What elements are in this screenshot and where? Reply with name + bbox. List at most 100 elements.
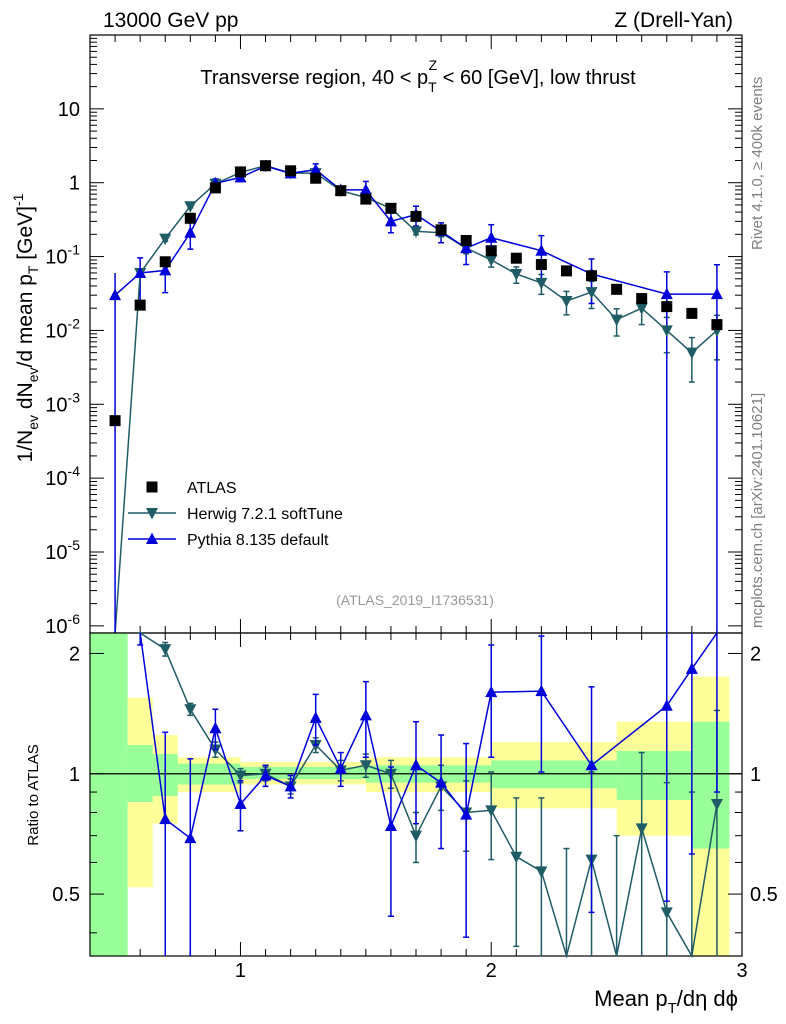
herwig-point [184, 201, 197, 213]
ratio-y-tick-label: 2 [69, 643, 80, 665]
herwig-point [485, 254, 498, 267]
herwig-ratio-point [359, 760, 372, 772]
atlas-point [134, 299, 146, 311]
legend-marker-herwig [146, 508, 158, 520]
legend-label: Pythia 8.135 default [187, 532, 329, 549]
pythia-ratio-point [410, 758, 422, 771]
pythia-ratio-point [159, 812, 172, 825]
atlas-point [209, 182, 221, 194]
ratio-y-tick-label-right: 0.5 [750, 884, 778, 906]
legend-label: Herwig 7.2.1 softTune [187, 506, 343, 523]
pythia-point [184, 226, 197, 238]
ratio-frame [89, 632, 743, 957]
x-tick-label: 3 [736, 960, 747, 982]
herwig-point [660, 325, 673, 337]
ratio-band-inner [616, 751, 692, 800]
ratio-band-inner [90, 633, 128, 956]
ratio-y-tick-label-right: 1 [750, 764, 761, 786]
header-right: Z (Drell-Yan) [614, 9, 733, 32]
pythia-point [710, 287, 723, 300]
pythia-ratio-point [309, 711, 322, 723]
pythia-ratio-point [660, 699, 673, 711]
pythia-ratio-point [184, 831, 197, 844]
ratio-y-tick-label: 0.5 [52, 884, 80, 906]
pythia-ratio-point [685, 662, 698, 674]
herwig-point [159, 233, 172, 246]
x-tick-label: 1 [235, 960, 246, 982]
herwig-point [685, 347, 698, 360]
pythia-ratio-point [234, 797, 247, 810]
mcplots-text: mcplots.cern.ch [arXiv:2401.10621] [749, 393, 766, 628]
herwig-ratio-point [660, 907, 673, 919]
pythia-ratio-point [435, 776, 448, 788]
herwig-point [535, 277, 548, 290]
svg-text:1/Nev dNev/d mean pT [GeV]-1: 1/Nev dNev/d mean pT [GeV]-1 [10, 193, 41, 462]
pythia-point [309, 163, 322, 175]
herwig-ratio-point [159, 644, 172, 656]
atlas-point [510, 252, 522, 264]
y-axis-label: 1/Nev dNev/d mean pT [GeV]-1 [10, 193, 41, 462]
herwig-point [560, 296, 573, 308]
ratio-y-tick-label: 1 [69, 764, 80, 786]
pythia-line [114, 165, 717, 296]
herwig-point [610, 314, 623, 327]
atlas-point [360, 193, 372, 205]
herwig-ratio-point [635, 823, 648, 835]
pythia-point [660, 287, 673, 300]
atlas-point [184, 212, 196, 224]
atlas-point [310, 172, 322, 184]
legend: ATLAS Herwig 7.2.1 softTune Pythia 8.135 d… [128, 480, 343, 549]
pythia-ratio-point [585, 758, 598, 771]
pythia-point [535, 244, 548, 256]
ratio-panel: 1 2 3 0.5 0.5 1 1 2 2 [52, 632, 778, 982]
pythia-point [384, 214, 397, 227]
atlas-point [234, 166, 246, 178]
atlas-point [109, 415, 121, 427]
pythia-ratio-point [334, 762, 347, 774]
pythia-ratio-point [209, 721, 222, 734]
ratio-y-tick-label-right: 2 [750, 643, 761, 665]
herwig-point [585, 287, 598, 299]
y-tick-label: 10-6 [45, 611, 80, 638]
pythia-point [109, 288, 122, 301]
legend-marker-atlas [146, 481, 158, 493]
atlas-point [460, 235, 472, 247]
herwig-ratio-point [184, 704, 197, 716]
herwig-point [410, 226, 422, 238]
x-tick-label: 2 [486, 960, 497, 982]
analysis-id: (ATLAS_2019_I1736531) [336, 592, 494, 608]
atlas-point [410, 210, 422, 222]
atlas-point [560, 265, 572, 277]
pythia-point [359, 183, 372, 195]
plot-title: Transverse region, 40 < pTZ < 60 [GeV], … [200, 57, 636, 95]
atlas-point [485, 245, 497, 257]
y-tick-label: 10-4 [45, 463, 80, 490]
main-panel: 10-6 10-5 10-4 10-3 10-2 10-1 1 10 [45, 34, 743, 956]
y-tick-label: 10-2 [45, 315, 80, 342]
pythia-ratio-point [460, 808, 473, 820]
pythia-ratio-point [485, 685, 498, 698]
pythia-point [460, 241, 473, 254]
herwig-ratio-point [535, 866, 548, 878]
pythia-ratio-point [359, 708, 372, 721]
legend-marker-pythia [146, 532, 158, 544]
atlas-point [611, 283, 623, 295]
atlas-point [636, 293, 648, 305]
pythia-point [159, 263, 172, 276]
pythia-ratio-point [535, 684, 548, 697]
atlas-point [159, 256, 171, 268]
x-axis-label: Mean pT/dη dϕ [594, 986, 738, 1017]
atlas-point [335, 185, 347, 197]
herwig-point [510, 269, 523, 281]
pythia-ratio-point [259, 769, 272, 781]
y-tick-label: 10-1 [45, 242, 80, 269]
pythia-ratio-point [284, 779, 297, 792]
atlas-point [711, 319, 723, 331]
ratio-band-inner [240, 766, 366, 780]
pythia-ratio-point [384, 819, 397, 832]
atlas-point [285, 165, 297, 177]
atlas-point [586, 270, 598, 282]
y-tick-label: 10 [58, 99, 80, 121]
atlas-point [686, 307, 698, 319]
